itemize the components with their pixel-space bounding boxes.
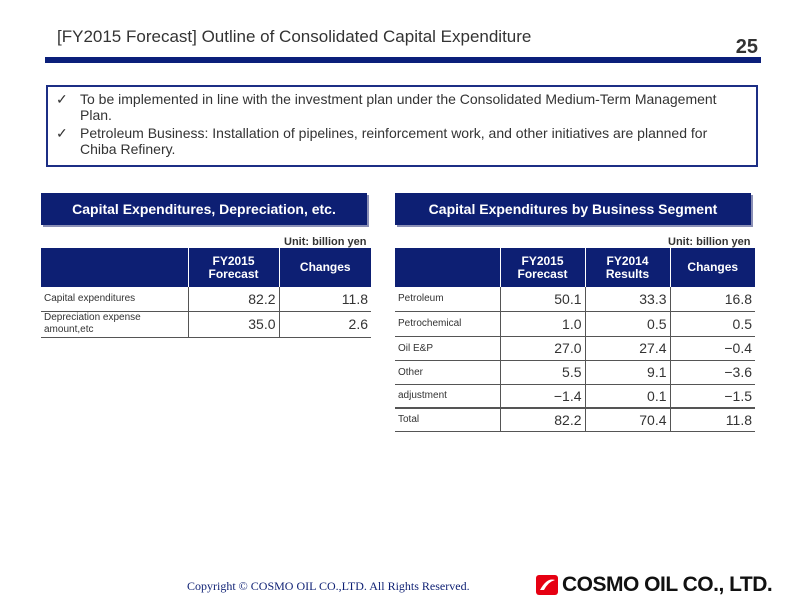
summary-box: ✓ To be implemented in line with the inv… [46, 85, 758, 167]
segment-capex-table: FY2015 Forecast FY2014 Results Changes P… [395, 248, 755, 432]
page-title: [FY2015 Forecast] Outline of Consolidate… [57, 27, 532, 46]
forecast-value: 82.2 [499, 407, 585, 432]
table-header-row: FY2015 Forecast Changes [41, 248, 371, 287]
results-value: 9.1 [584, 360, 670, 385]
column-header-label: Changes [687, 260, 739, 274]
results-value: 0.5 [584, 311, 670, 337]
changes-value: 11.8 [669, 407, 755, 432]
cosmo-logo-icon [536, 575, 558, 595]
changes-value: 11.8 [278, 287, 371, 312]
table-row: Petrochemical 1.0 0.5 0.5 [395, 311, 755, 337]
results-value: 33.3 [584, 287, 670, 312]
table-row: Depreciation expense amount,etc 35.0 2.6 [41, 311, 371, 338]
row-label: adjustment [395, 384, 500, 409]
table-row: Oil E&P 27.0 27.4 −0.4 [395, 336, 755, 361]
column-header: FY2014 Results [585, 248, 671, 287]
table-row: adjustment −1.4 0.1 −1.5 [395, 384, 755, 409]
column-header-label: FY2015 Forecast [517, 253, 568, 281]
column-header [41, 248, 189, 287]
row-label: Petrochemical [395, 311, 500, 337]
row-label: Capital expenditures [41, 287, 188, 312]
forecast-value: 50.1 [499, 287, 585, 312]
changes-value: −0.4 [669, 336, 755, 361]
forecast-value: 27.0 [499, 336, 585, 361]
capex-depreciation-table: FY2015 Forecast Changes Capital expendit… [41, 248, 371, 338]
changes-value: −3.6 [669, 360, 755, 385]
column-header-label: Changes [299, 260, 351, 274]
bullet-item: ✓ To be implemented in line with the inv… [56, 91, 746, 123]
forecast-value: 1.0 [499, 311, 585, 337]
right-unit-label: Unit: billion yen [668, 236, 751, 248]
page-number: 25 [735, 36, 758, 58]
table-row: Petroleum 50.1 33.3 16.8 [395, 287, 755, 312]
column-header: Changes [279, 248, 371, 287]
company-logo: COSMO OIL CO., LTD. [536, 573, 773, 597]
row-label: Petroleum [395, 287, 500, 312]
right-panel-title: Capital Expenditures by Business Segment [395, 193, 751, 225]
left-panel-title: Capital Expenditures, Depreciation, etc. [41, 193, 367, 225]
changes-value: −1.5 [669, 384, 755, 409]
title-divider [45, 57, 761, 63]
check-icon: ✓ [56, 91, 68, 107]
column-header-label: FY2015 Forecast [208, 253, 259, 281]
changes-value: 2.6 [278, 311, 371, 338]
row-label: Total [395, 407, 500, 432]
column-header: FY2015 Forecast [188, 248, 280, 287]
table-row: Other 5.5 9.1 −3.6 [395, 360, 755, 385]
forecast-value: 5.5 [499, 360, 585, 385]
table-row: Capital expenditures 82.2 11.8 [41, 287, 371, 312]
forecast-value: −1.4 [499, 384, 585, 409]
row-label: Oil E&P [395, 336, 500, 361]
table-total-row: Total 82.2 70.4 11.8 [395, 407, 755, 432]
bullet-item: ✓ Petroleum Business: Installation of pi… [56, 125, 746, 157]
results-value: 0.1 [584, 384, 670, 409]
column-header-label: FY2014 Results [605, 253, 650, 281]
results-value: 27.4 [584, 336, 670, 361]
results-value: 70.4 [584, 407, 670, 432]
column-header: FY2015 Forecast [500, 248, 586, 287]
left-unit-label: Unit: billion yen [284, 236, 367, 248]
forecast-value: 82.2 [187, 287, 279, 312]
changes-value: 16.8 [669, 287, 755, 312]
column-header: Changes [670, 248, 755, 287]
logo-wordmark: COSMO OIL CO., LTD. [562, 573, 773, 596]
bullet-text: To be implemented in line with the inves… [80, 91, 717, 123]
table-header-row: FY2015 Forecast FY2014 Results Changes [395, 248, 755, 287]
bullet-text: Petroleum Business: Installation of pipe… [80, 125, 708, 157]
copyright-text: Copyright © COSMO OIL CO.,LTD. All Right… [187, 579, 470, 593]
column-header [395, 248, 501, 287]
row-label: Other [395, 360, 500, 385]
row-label: Depreciation expense amount,etc [41, 311, 188, 338]
check-icon: ✓ [56, 125, 68, 141]
changes-value: 0.5 [669, 311, 755, 337]
forecast-value: 35.0 [187, 311, 279, 338]
